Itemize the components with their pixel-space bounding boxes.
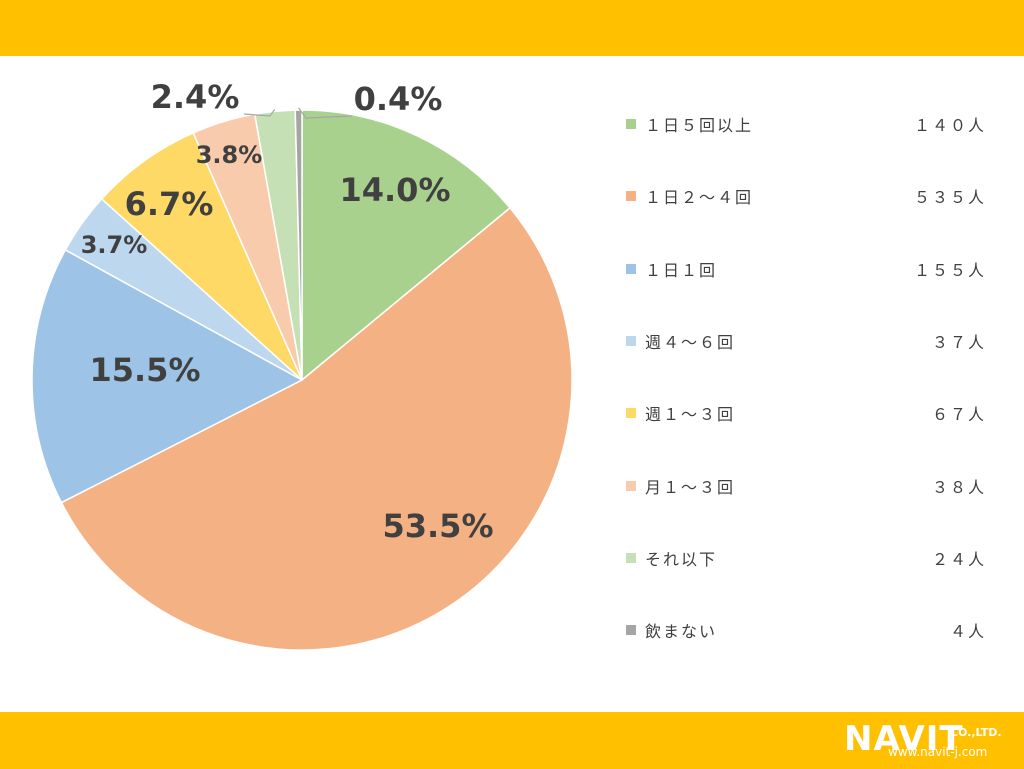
data-label-less: 2.4% [151, 78, 240, 116]
legend-swatch [626, 552, 636, 563]
legend-label: 週４～６回 [645, 332, 736, 352]
legend-count: ２４人 [931, 549, 986, 569]
legend-swatch [626, 335, 636, 346]
legend-count: １５５人 [913, 260, 986, 280]
legend-swatch [626, 263, 636, 274]
data-labels: 14.0% 53.5% 15.5% 3.7% 6.7% 3.8% 2.4% 0.4% [81, 78, 494, 545]
pie-slice-once-daily [31, 248, 304, 504]
legend-count: ５３５人 [913, 188, 986, 208]
legend-label: それ以下 [645, 549, 718, 569]
pie-slice-never [294, 109, 303, 381]
legend-item-5plus-daily: １日５回以上 １４０人 [626, 112, 986, 136]
legend-swatch [626, 408, 636, 419]
legend-count: ６７人 [931, 405, 986, 425]
legend-swatch [626, 119, 636, 129]
legend-label: １日２～４回 [645, 188, 754, 208]
data-label-4to6-weekly: 3.7% [81, 231, 148, 259]
legend-swatch [626, 480, 636, 491]
leader-line-less [243, 109, 276, 117]
data-label-1to3-weekly: 6.7% [125, 185, 214, 223]
bottom-banner [0, 712, 1024, 769]
legend-count: ３７人 [931, 332, 986, 352]
legend-count: ３８人 [931, 477, 986, 497]
logo-word: NAVIT [844, 719, 964, 759]
legend-item-less: それ以下 ２４人 [626, 546, 986, 570]
pie-chart: 14.0% 53.5% 15.5% 3.7% 6.7% 3.8% 2.4% 0.4% [31, 78, 573, 651]
leader-lines [243, 107, 353, 119]
data-label-5plus-daily: 14.0% [339, 171, 450, 209]
legend-swatch [626, 191, 636, 202]
legend-item-once-daily: １日１回 １５５人 [626, 257, 986, 281]
legend-item-2to4-daily: １日２～４回 ５３５人 [626, 184, 986, 208]
legend-item-1to3-weekly: 週１～３回 ６７人 [626, 401, 986, 425]
leader-line-never [298, 107, 353, 119]
legend-count: ４人 [949, 622, 986, 642]
navit-logo: NAVIT CO.,LTD. www.navit-j.com [844, 718, 1016, 764]
legend-item-never: 飲まない ４人 [626, 618, 986, 642]
pie-slice-5plus-daily [301, 109, 512, 382]
pie-slice-1to3-weekly [100, 131, 303, 381]
legend-swatch [626, 625, 636, 636]
legend-label: 飲まない [645, 622, 718, 642]
pie-slices [31, 109, 573, 651]
logo-url: www.navit-j.com [888, 745, 988, 759]
data-label-never: 0.4% [354, 80, 443, 118]
legend-label: 週１～３回 [645, 405, 736, 425]
top-banner [0, 0, 1024, 56]
legend-count: １４０人 [913, 116, 986, 135]
data-label-2to4-daily: 53.5% [382, 507, 493, 545]
legend-item-1to3-monthly: 月１～３回 ３８人 [626, 474, 986, 498]
logo-suffix: CO.,LTD. [950, 726, 1002, 739]
legend-label: 月１～３回 [645, 477, 736, 497]
data-label-1to3-monthly: 3.8% [196, 141, 263, 169]
pie-slice-2to4-daily [60, 206, 573, 651]
legend-label: １日１回 [645, 260, 718, 280]
legend-item-4to6-weekly: 週４～６回 ３７人 [626, 329, 986, 353]
legend-label: １日５回以上 [645, 116, 754, 135]
data-label-once-daily: 15.5% [89, 351, 200, 389]
